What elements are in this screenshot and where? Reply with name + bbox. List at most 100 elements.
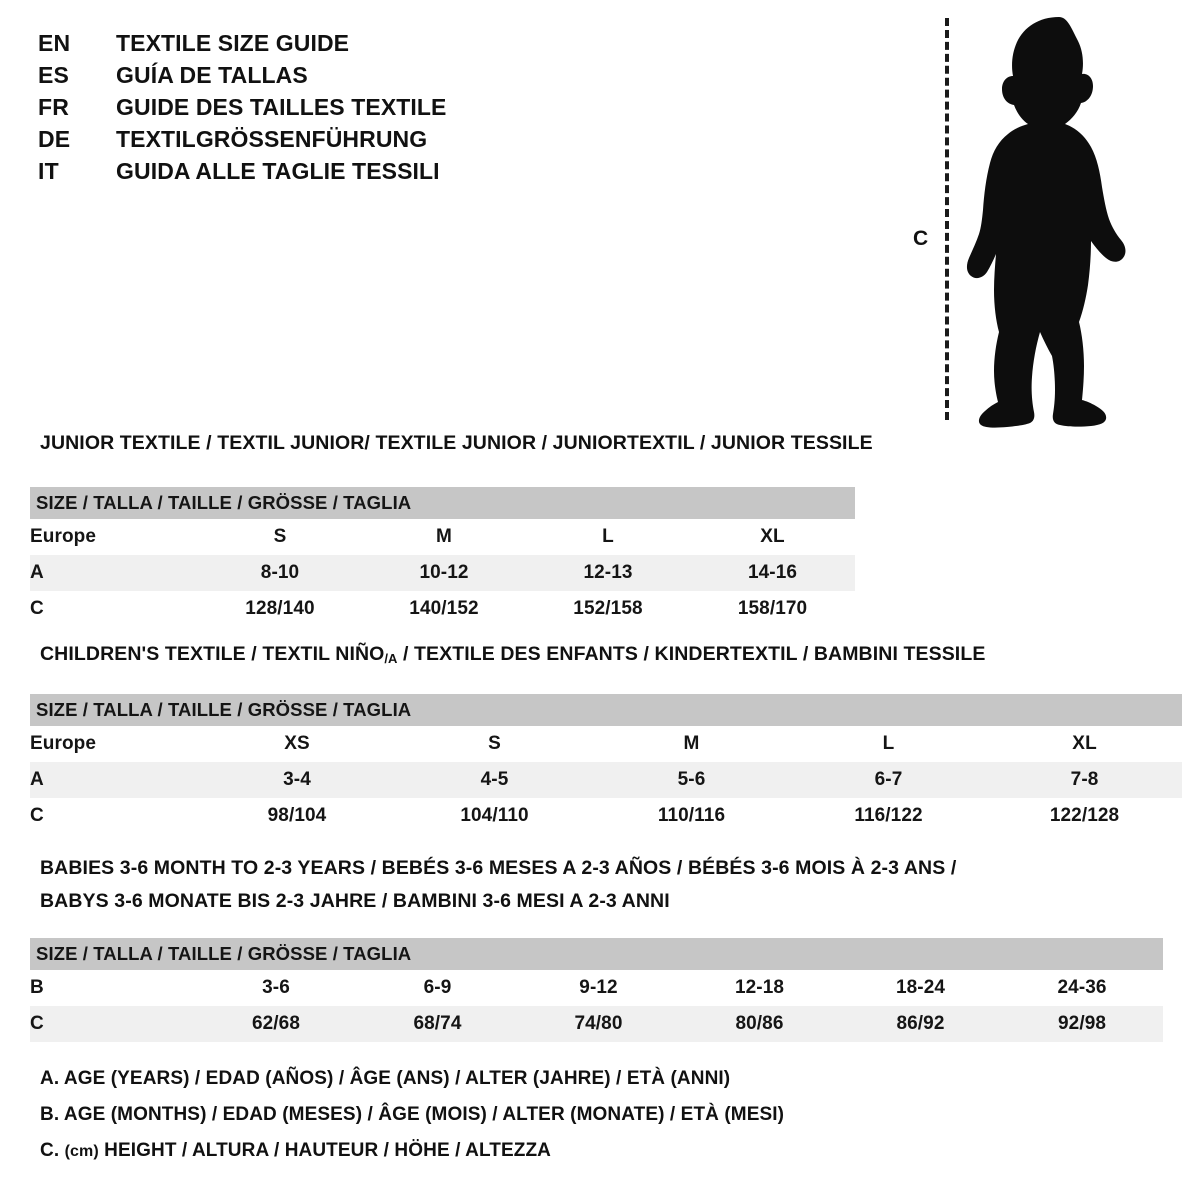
children-band-row: SIZE / TALLA / TAILLE / GRÖSSE / TAGLIA [30, 694, 1183, 726]
table-row: C 98/104 104/110 110/116 116/122 122/128 [30, 798, 1183, 834]
junior-cell-europe-0: S [198, 519, 362, 555]
title-text-es: GUÍA DE TALLAS [116, 62, 308, 88]
children-cell-europe-1: S [396, 726, 593, 762]
children-cell-c-2: 110/116 [593, 798, 790, 834]
legend-c-prefix: C. [40, 1140, 60, 1161]
junior-row-label-c: C [30, 591, 198, 627]
children-row-label-europe: Europe [30, 726, 198, 762]
babies-cell-c-2: 74/80 [518, 1006, 679, 1042]
legend-c-rest: HEIGHT / ALTURA / HAUTEUR / HÖHE / ALTEZ… [104, 1140, 551, 1161]
language-code-es: ES [38, 62, 70, 88]
legend-c-unit: (cm) [64, 1143, 99, 1160]
children-cell-c-1: 104/110 [396, 798, 593, 834]
title-row-en: EN TEXTILE SIZE GUIDE [38, 30, 558, 62]
babies-cell-b-4: 18-24 [840, 970, 1001, 1006]
height-measure-label: C [913, 227, 929, 250]
babies-band-label: SIZE / TALLA / TAILLE / GRÖSSE / TAGLIA [30, 938, 1164, 970]
children-heading-part1: CHILDREN'S TEXTILE / TEXTIL NIÑO [40, 643, 385, 665]
language-code-it: IT [38, 158, 59, 184]
children-heading-part2: / TEXTILE DES ENFANTS / KINDERTEXTIL / B… [397, 643, 986, 665]
junior-cell-c-1: 140/152 [362, 591, 526, 627]
babies-cell-c-4: 86/92 [840, 1006, 1001, 1042]
junior-cell-a-3: 14-16 [690, 555, 856, 591]
babies-cell-c-5: 92/98 [1001, 1006, 1164, 1042]
junior-cell-c-0: 128/140 [198, 591, 362, 627]
title-row-de: DE TEXTILGRÖSSENFÜHRUNG [38, 126, 558, 158]
title-text-de: TEXTILGRÖSSENFÜHRUNG [116, 126, 428, 152]
language-code-en: EN [38, 30, 71, 56]
title-text-fr: GUIDE DES TAILLES TEXTILE [116, 94, 447, 120]
children-cell-a-2: 5-6 [593, 762, 790, 798]
junior-cell-a-0: 8-10 [198, 555, 362, 591]
babies-row-label-b: B [30, 970, 195, 1006]
babies-row-label-c: C [30, 1006, 195, 1042]
children-cell-a-4: 7-8 [987, 762, 1183, 798]
table-row: C 128/140 140/152 152/158 158/170 [30, 591, 856, 627]
junior-row-label-europe: Europe [30, 519, 198, 555]
junior-cell-europe-3: XL [690, 519, 856, 555]
children-cell-europe-4: XL [987, 726, 1183, 762]
junior-cell-c-3: 158/170 [690, 591, 856, 627]
babies-cell-b-5: 24-36 [1001, 970, 1164, 1006]
babies-cell-c-0: 62/68 [195, 1006, 357, 1042]
junior-cell-europe-1: M [362, 519, 526, 555]
junior-row-label-a: A [30, 555, 198, 591]
language-code-de: DE [38, 126, 71, 152]
children-cell-europe-3: L [790, 726, 987, 762]
table-row: A 8-10 10-12 12-13 14-16 [30, 555, 856, 591]
title-text-it: GUIDA ALLE TAGLIE TESSILI [116, 158, 440, 184]
babies-size-table: SIZE / TALLA / TAILLE / GRÖSSE / TAGLIA … [30, 938, 1164, 1042]
babies-heading-line1: BABIES 3-6 MONTH TO 2-3 YEARS / BEBÉS 3-… [40, 857, 957, 879]
children-cell-c-4: 122/128 [987, 798, 1183, 834]
junior-cell-c-2: 152/158 [526, 591, 690, 627]
legend-block: A. AGE (YEARS) / EDAD (AÑOS) / ÂGE (ANS)… [40, 1068, 1040, 1176]
children-section-heading: CHILDREN'S TEXTILE / TEXTIL NIÑO/A / TEX… [40, 643, 985, 666]
legend-line-c: C. (cm) HEIGHT / ALTURA / HAUTEUR / HÖHE… [40, 1140, 1040, 1162]
babies-cell-b-3: 12-18 [679, 970, 840, 1006]
table-row: C 62/68 68/74 74/80 80/86 86/92 92/98 [30, 1006, 1164, 1042]
children-row-label-c: C [30, 798, 198, 834]
junior-cell-a-1: 10-12 [362, 555, 526, 591]
children-cell-a-0: 3-4 [198, 762, 396, 798]
title-row-fr: FR GUIDE DES TAILLES TEXTILE [38, 94, 558, 126]
children-heading-subscript: /A [384, 650, 398, 666]
children-cell-a-3: 6-7 [790, 762, 987, 798]
children-row-label-a: A [30, 762, 198, 798]
table-row: A 3-4 4-5 5-6 6-7 7-8 [30, 762, 1183, 798]
toddler-silhouette-icon [966, 17, 1126, 428]
table-row: Europe S M L XL [30, 519, 856, 555]
children-size-table: SIZE / TALLA / TAILLE / GRÖSSE / TAGLIA … [30, 694, 1183, 834]
children-cell-c-0: 98/104 [198, 798, 396, 834]
children-cell-a-1: 4-5 [396, 762, 593, 798]
title-block: EN TEXTILE SIZE GUIDE ES GUÍA DE TALLAS … [38, 30, 558, 190]
babies-cell-c-3: 80/86 [679, 1006, 840, 1042]
babies-cell-b-2: 9-12 [518, 970, 679, 1006]
babies-cell-b-1: 6-9 [357, 970, 518, 1006]
babies-band-row: SIZE / TALLA / TAILLE / GRÖSSE / TAGLIA [30, 938, 1164, 970]
title-text-en: TEXTILE SIZE GUIDE [116, 30, 350, 56]
title-row-it: IT GUIDA ALLE TAGLIE TESSILI [38, 158, 558, 190]
junior-band-row: SIZE / TALLA / TAILLE / GRÖSSE / TAGLIA [30, 487, 856, 519]
junior-cell-a-2: 12-13 [526, 555, 690, 591]
children-cell-europe-0: XS [198, 726, 396, 762]
height-figure: C [895, 8, 1185, 433]
junior-section-heading: JUNIOR TEXTILE / TEXTIL JUNIOR/ TEXTILE … [40, 432, 873, 454]
title-row-es: ES GUÍA DE TALLAS [38, 62, 558, 94]
children-cell-c-3: 116/122 [790, 798, 987, 834]
babies-section-heading: BABIES 3-6 MONTH TO 2-3 YEARS / BEBÉS 3-… [40, 857, 956, 913]
height-dashed-line [945, 18, 949, 420]
babies-heading-line2: BABYS 3-6 MONATE BIS 2-3 JAHRE / BAMBINI… [40, 890, 670, 912]
legend-line-a: A. AGE (YEARS) / EDAD (AÑOS) / ÂGE (ANS)… [40, 1068, 731, 1089]
babies-cell-b-0: 3-6 [195, 970, 357, 1006]
table-row: B 3-6 6-9 9-12 12-18 18-24 24-36 [30, 970, 1164, 1006]
junior-cell-europe-2: L [526, 519, 690, 555]
language-code-fr: FR [38, 94, 70, 120]
babies-cell-c-1: 68/74 [357, 1006, 518, 1042]
legend-line-b: B. AGE (MONTHS) / EDAD (MESES) / ÂGE (MO… [40, 1104, 785, 1125]
junior-size-table: SIZE / TALLA / TAILLE / GRÖSSE / TAGLIA … [30, 487, 856, 627]
junior-band-label: SIZE / TALLA / TAILLE / GRÖSSE / TAGLIA [30, 487, 856, 519]
children-band-label: SIZE / TALLA / TAILLE / GRÖSSE / TAGLIA [30, 694, 1183, 726]
children-cell-europe-2: M [593, 726, 790, 762]
table-row: Europe XS S M L XL [30, 726, 1183, 762]
